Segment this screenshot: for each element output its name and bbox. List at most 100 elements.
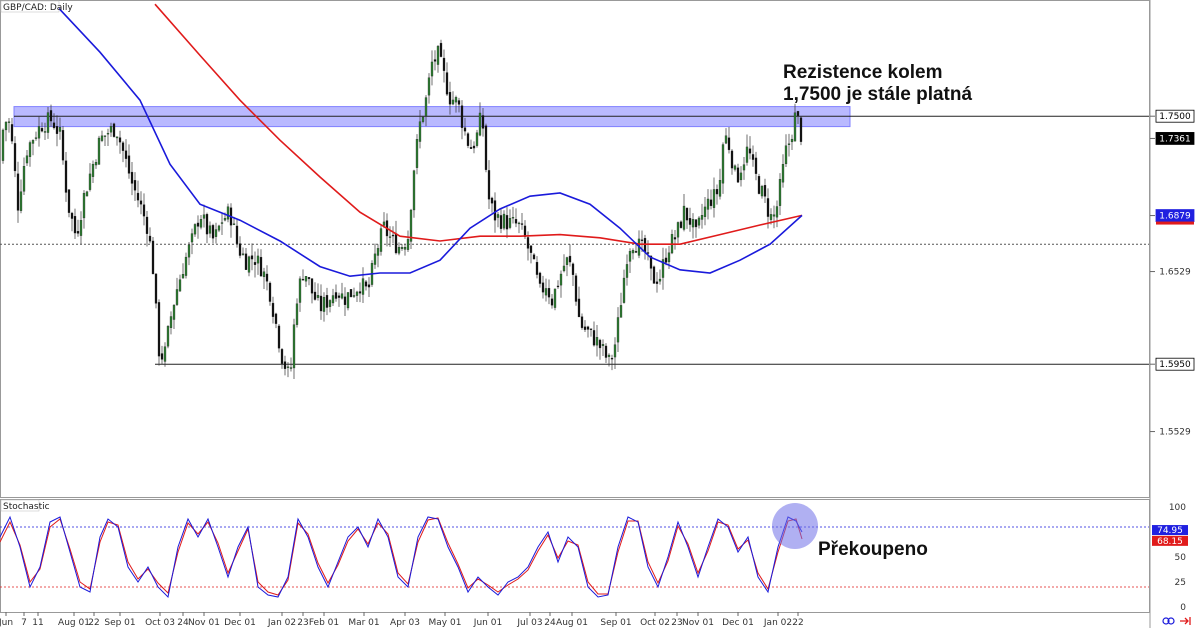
candle [88, 163, 92, 192]
candle [793, 103, 797, 142]
candle-body [466, 133, 470, 146]
candle [562, 254, 566, 273]
candle-body [415, 139, 419, 168]
candle [7, 118, 11, 133]
stochastic-value-label: 68.15 [1157, 537, 1183, 547]
price-badge [1155, 109, 1195, 123]
candle-body [319, 295, 323, 312]
candle-body [565, 257, 569, 265]
candle [610, 354, 614, 371]
candle-body [379, 228, 383, 252]
candle [13, 136, 17, 178]
candle [427, 73, 431, 104]
candle [568, 244, 572, 267]
candle [334, 284, 338, 302]
candle-body [76, 231, 80, 234]
price-badge-label: 1.5950 [1159, 360, 1191, 370]
candle-body [130, 171, 134, 184]
candle [271, 296, 275, 324]
stochastic-layer [0, 503, 1149, 599]
candle [298, 276, 302, 312]
candle-body [682, 205, 686, 230]
candle [520, 213, 524, 230]
candle [49, 104, 53, 127]
candle-body [529, 245, 533, 253]
candle-body [433, 59, 437, 62]
candle [622, 269, 626, 304]
candle-body [604, 345, 608, 358]
candle-body [181, 274, 185, 279]
candle-body [355, 291, 359, 296]
candle [532, 253, 536, 260]
candle-body [187, 244, 191, 258]
candle [346, 292, 350, 311]
candle-body [49, 110, 53, 122]
candle-body [220, 222, 224, 224]
x-tick-label: Apr 03 [390, 618, 420, 628]
candle [289, 357, 293, 372]
candle-body [511, 217, 515, 219]
candle-body [268, 282, 272, 302]
candle-body [217, 225, 221, 231]
x-tick-label: Dec 01 [722, 618, 754, 628]
link-icon[interactable] [1162, 617, 1175, 625]
candle [79, 211, 83, 245]
candle-body [91, 163, 95, 177]
candle-body [400, 247, 404, 249]
price-badge-label: 1.6879 [1159, 212, 1191, 222]
candle-body [7, 121, 11, 123]
candle-body [337, 295, 341, 298]
candle [103, 135, 107, 147]
candle [208, 221, 212, 238]
resistance-annotation-line1: Rezistence kolem [783, 62, 942, 83]
candle-body [358, 291, 362, 294]
candle [466, 132, 470, 149]
candle-body [13, 143, 17, 172]
candle-body [568, 255, 572, 263]
candle-body [298, 278, 302, 303]
arrow-icon[interactable] [1180, 617, 1191, 625]
candle-body [532, 254, 536, 260]
candle [325, 287, 329, 316]
candle-body [412, 170, 416, 211]
candle-body [274, 313, 278, 324]
price-panel-frame [0, 0, 1150, 498]
candle-body [448, 91, 452, 105]
candle-body [70, 212, 74, 219]
horizontal-lines-layer [0, 115, 1149, 365]
candle-body [478, 112, 482, 136]
candle [430, 50, 434, 86]
x-tick-label: 24 [177, 618, 189, 628]
candle [481, 108, 485, 137]
candle-body [10, 124, 14, 142]
candle [553, 288, 557, 311]
candle [496, 212, 500, 228]
candle [781, 154, 785, 188]
candle [55, 115, 59, 147]
candle [790, 134, 794, 151]
candle [100, 130, 104, 143]
candle [274, 312, 278, 329]
candle [184, 252, 188, 279]
stochastic-tick-label: 100 [1169, 503, 1186, 513]
x-tick-label: Jun [0, 618, 13, 628]
candle-body [430, 61, 434, 77]
candle-body [544, 288, 548, 296]
candle [694, 219, 698, 238]
x-tick-label: Jun 01 [473, 618, 502, 628]
candle [745, 134, 749, 166]
candle [130, 162, 134, 196]
candle [157, 299, 161, 366]
candle-body [676, 222, 680, 238]
candle-body [640, 239, 644, 241]
candle [397, 242, 401, 256]
candle [754, 151, 758, 181]
candle [187, 241, 191, 266]
candle-body [460, 105, 464, 128]
candle [391, 226, 395, 243]
candle [76, 219, 80, 237]
x-tick-label: 23 [671, 618, 682, 628]
candle-body [367, 284, 371, 288]
candle-body [667, 252, 671, 263]
candle-body [199, 219, 203, 228]
